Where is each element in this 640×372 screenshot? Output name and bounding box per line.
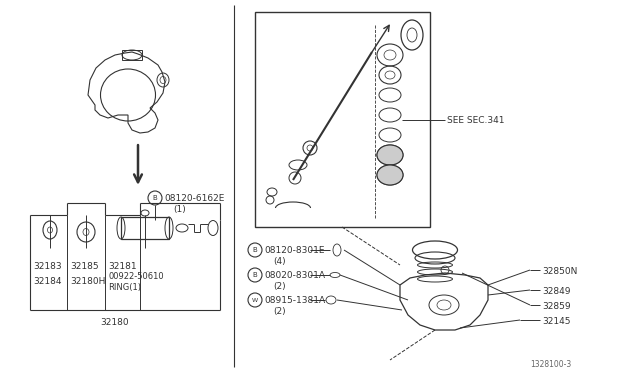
Text: B: B	[152, 195, 157, 201]
Text: (4): (4)	[273, 257, 285, 266]
Text: 08120-6162E: 08120-6162E	[164, 194, 225, 203]
Text: 32180: 32180	[100, 318, 129, 327]
Text: 32850N: 32850N	[542, 267, 577, 276]
Bar	[121, 217, 169, 239]
Text: 00922-50610: 00922-50610	[108, 272, 164, 281]
Ellipse shape	[377, 145, 403, 165]
Text: 32183: 32183	[33, 262, 61, 271]
Text: RING(1): RING(1)	[108, 283, 141, 292]
Bar	[255, 12, 430, 227]
Text: 08120-8301E: 08120-8301E	[264, 246, 324, 255]
Text: 08020-8301A: 08020-8301A	[264, 271, 325, 280]
Text: 32184: 32184	[33, 277, 61, 286]
Text: (2): (2)	[273, 282, 285, 291]
Text: 32181: 32181	[108, 262, 136, 271]
Text: (1): (1)	[173, 205, 186, 214]
Text: SEE SEC.341: SEE SEC.341	[447, 116, 504, 125]
Text: 08915-1381A: 08915-1381A	[264, 296, 325, 305]
Text: 32180H: 32180H	[70, 277, 106, 286]
Text: B: B	[253, 247, 257, 253]
Bar	[122, 50, 142, 60]
Text: 32859: 32859	[542, 302, 571, 311]
Text: 32849: 32849	[542, 287, 570, 296]
Text: B: B	[253, 272, 257, 278]
Text: W: W	[252, 298, 258, 302]
Text: 32185: 32185	[70, 262, 99, 271]
Text: (2): (2)	[273, 307, 285, 316]
Text: 32145: 32145	[542, 317, 570, 326]
Text: 1328100-3: 1328100-3	[530, 360, 572, 369]
Ellipse shape	[377, 165, 403, 185]
